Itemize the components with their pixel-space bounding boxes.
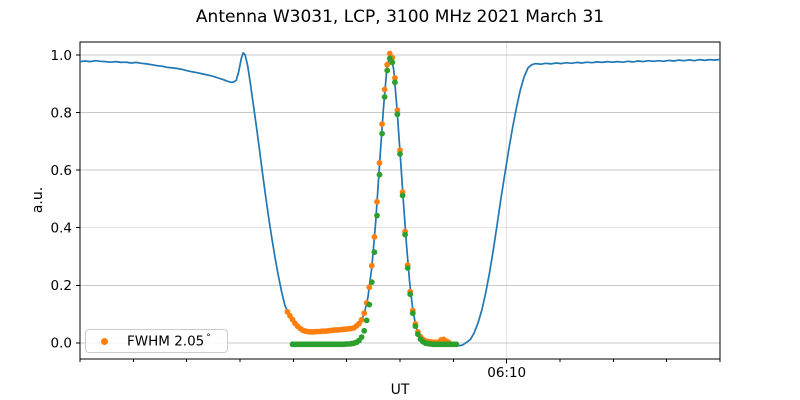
- series-data-points-fwhm-2.05deg-dot: [376, 160, 383, 166]
- x-axis-label: UT: [390, 382, 410, 398]
- y-tick-label: 0.2: [51, 278, 72, 294]
- series-gaussian-fit-points-dot: [389, 59, 396, 66]
- series-gaussian-fit-points-dot: [397, 151, 403, 157]
- y-tick-label: 0.6: [51, 163, 72, 179]
- series-gaussian-fit-points-dot: [379, 130, 385, 137]
- y-tick-label: 0.8: [51, 105, 72, 121]
- series-gaussian-fit-points-dot: [371, 249, 378, 256]
- series-data-points-fwhm-2.05deg-dot: [368, 262, 375, 269]
- series-gaussian-fit-points-dot: [376, 171, 383, 178]
- series-gaussian-fit-points-dot: [374, 212, 380, 219]
- series-gaussian-fit-points-dot: [363, 317, 370, 324]
- series-gaussian-fit-points-dot: [361, 327, 368, 334]
- legend-degree-symbol: °: [206, 332, 211, 343]
- series-data-points-fwhm-2.05deg-dot: [366, 284, 373, 291]
- y-tick-label: 0.4: [51, 221, 72, 237]
- series-data-points-fwhm-2.05deg-dot: [381, 86, 388, 93]
- series-data-points-fwhm-2.05deg-dot: [379, 121, 385, 127]
- series-data-points-fwhm-2.05deg-dot: [394, 107, 401, 114]
- series-data-points-fwhm-2.05deg-dot: [361, 310, 368, 317]
- series-gaussian-fit-points-dot: [453, 341, 460, 348]
- series-data-points-fwhm-2.05deg-dot: [358, 316, 365, 323]
- y-axis-label: a.u.: [30, 186, 46, 214]
- series-gaussian-fit-points-dot: [381, 94, 388, 100]
- series-data-points-fwhm-2.05deg-dot: [384, 61, 391, 68]
- series-gaussian-fit-points-dot: [368, 279, 375, 285]
- legend-label-text: FWHM 2.05: [127, 333, 205, 350]
- series-gaussian-fit-points-dot: [402, 231, 408, 238]
- axes-spines: [79, 41, 721, 360]
- series-scan-line: [79, 52, 721, 347]
- series-gaussian-fit-points-dot: [384, 67, 391, 74]
- y-tick-label: 1.0: [51, 48, 72, 64]
- series-gaussian-fit-points-dot: [407, 291, 414, 298]
- chart-title: Antenna W3031, LCP, 3100 MHz 2021 March …: [195, 7, 605, 27]
- y-tick-label: 0.0: [51, 336, 72, 352]
- legend-marker-dot: [101, 337, 108, 345]
- series-gaussian-fit-points-dot: [409, 310, 416, 317]
- series-data-points-fwhm-2.05deg-dot: [392, 75, 398, 81]
- series-gaussian-fit-points-dot: [394, 111, 401, 118]
- series-data-points-fwhm-2.05deg-dot: [386, 50, 393, 57]
- series-gaussian-fit-points-dot: [404, 265, 411, 271]
- series-gaussian-fit-points-dot: [358, 334, 365, 340]
- series-data-points-fwhm-2.05deg-dot: [374, 198, 380, 205]
- series-gaussian-fit-points-dot: [412, 323, 419, 330]
- series-gaussian-fit-points-dot: [366, 301, 373, 308]
- series-gaussian-fit-points-dot: [399, 192, 406, 199]
- series-gaussian-fit-points-dot: [415, 331, 421, 338]
- legend-label: FWHM 2.05 °: [127, 333, 211, 350]
- legend: FWHM 2.05 °: [85, 329, 228, 353]
- series-data-points-fwhm-2.05deg-dot: [371, 234, 378, 240]
- x-tick-label: 06:10: [487, 365, 526, 381]
- series-gaussian-fit-points-dot: [392, 79, 398, 86]
